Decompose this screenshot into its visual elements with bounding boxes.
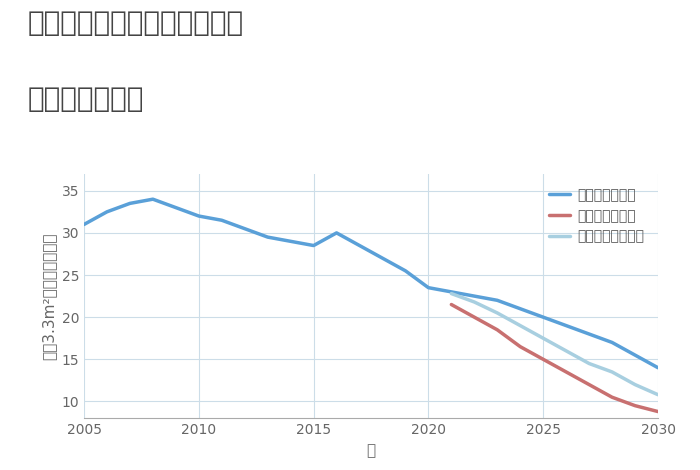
X-axis label: 年: 年 (366, 443, 376, 458)
グッドシナリオ (539, 314, 547, 320)
グッドシナリオ (309, 243, 318, 248)
グッドシナリオ (286, 238, 295, 244)
Line: バッドシナリオ: バッドシナリオ (452, 305, 658, 412)
グッドシナリオ (608, 340, 616, 345)
グッドシナリオ (562, 323, 570, 329)
グッドシナリオ (470, 293, 479, 299)
グッドシナリオ (356, 243, 364, 248)
バッドシナリオ (447, 302, 456, 307)
グッドシナリオ (103, 209, 111, 215)
グッドシナリオ (585, 331, 594, 337)
バッドシナリオ (516, 344, 524, 350)
グッドシナリオ (401, 268, 410, 274)
グッドシナリオ (516, 306, 524, 312)
Line: グッドシナリオ: グッドシナリオ (84, 199, 658, 368)
ノーマルシナリオ (631, 382, 639, 387)
グッドシナリオ (195, 213, 203, 219)
ノーマルシナリオ (539, 336, 547, 341)
バッドシナリオ (585, 382, 594, 387)
ノーマルシナリオ (585, 360, 594, 366)
グッドシナリオ (493, 298, 501, 303)
グッドシナリオ (148, 196, 157, 202)
グッドシナリオ (424, 285, 433, 290)
ノーマルシナリオ (562, 348, 570, 354)
グッドシナリオ (218, 218, 226, 223)
グッドシナリオ (241, 226, 249, 232)
ノーマルシナリオ (470, 299, 479, 305)
グッドシナリオ (126, 201, 134, 206)
バッドシナリオ (631, 403, 639, 408)
グッドシナリオ (332, 230, 341, 236)
バッドシナリオ (608, 394, 616, 400)
Text: 土地の価格推移: 土地の価格推移 (28, 85, 144, 113)
バッドシナリオ (562, 369, 570, 375)
バッドシナリオ (539, 356, 547, 362)
グッドシナリオ (80, 222, 88, 227)
グッドシナリオ (378, 255, 386, 261)
ノーマルシナリオ (493, 310, 501, 316)
Legend: グッドシナリオ, バッドシナリオ, ノーマルシナリオ: グッドシナリオ, バッドシナリオ, ノーマルシナリオ (542, 181, 651, 251)
バッドシナリオ (470, 314, 479, 320)
Y-axis label: 坪（3.3m²）単価（万円）: 坪（3.3m²）単価（万円） (41, 232, 56, 360)
グッドシナリオ (172, 205, 180, 211)
バッドシナリオ (654, 409, 662, 415)
ノーマルシナリオ (447, 291, 456, 297)
ノーマルシナリオ (516, 323, 524, 329)
Line: ノーマルシナリオ: ノーマルシナリオ (452, 294, 658, 395)
グッドシナリオ (263, 234, 272, 240)
グッドシナリオ (447, 289, 456, 295)
グッドシナリオ (631, 352, 639, 358)
Text: 愛知県稲沢市平和町下三宅の: 愛知県稲沢市平和町下三宅の (28, 9, 244, 38)
ノーマルシナリオ (654, 392, 662, 398)
ノーマルシナリオ (608, 369, 616, 375)
グッドシナリオ (654, 365, 662, 370)
バッドシナリオ (493, 327, 501, 333)
